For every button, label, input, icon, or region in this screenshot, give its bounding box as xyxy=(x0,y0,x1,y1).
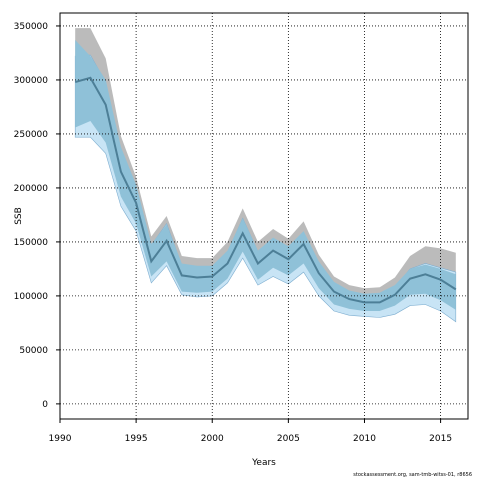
source-footnote: stockassessment.org, sam-tmb-witss-01, r… xyxy=(353,472,472,478)
y-tick-label: 150000 xyxy=(14,238,49,248)
x-tick-label: 2005 xyxy=(277,434,300,444)
x-axis: 1990 1995 2000 2005 2010 2015 xyxy=(49,419,452,444)
x-tick-label: 2000 xyxy=(201,434,224,444)
x-tick-label: 1995 xyxy=(125,434,148,444)
confidence-bands xyxy=(74,28,457,323)
x-axis-label: Years xyxy=(251,458,276,468)
y-tick-label: 350000 xyxy=(14,22,49,32)
series-lines xyxy=(74,76,457,304)
x-tick-label: 2015 xyxy=(429,434,452,444)
x-tick-label: 1990 xyxy=(49,434,72,444)
y-tick-label: 100000 xyxy=(14,292,49,302)
y-tick-label: 0 xyxy=(42,400,48,410)
y-tick-label: 250000 xyxy=(14,130,49,140)
y-tick-label: 200000 xyxy=(14,184,49,194)
y-tick-label: 300000 xyxy=(14,76,49,86)
y-axis-label: SSB xyxy=(14,207,24,225)
y-tick-label: 50000 xyxy=(19,346,48,356)
series-line-1 xyxy=(74,76,457,304)
y-axis: 0 50000 100000 150000 200000 250000 300000 3500… xyxy=(14,22,60,410)
confidence-band-3 xyxy=(75,40,456,311)
x-tick-label: 2010 xyxy=(353,434,376,444)
grid-lines xyxy=(59,13,468,419)
plot-frame xyxy=(59,12,469,420)
